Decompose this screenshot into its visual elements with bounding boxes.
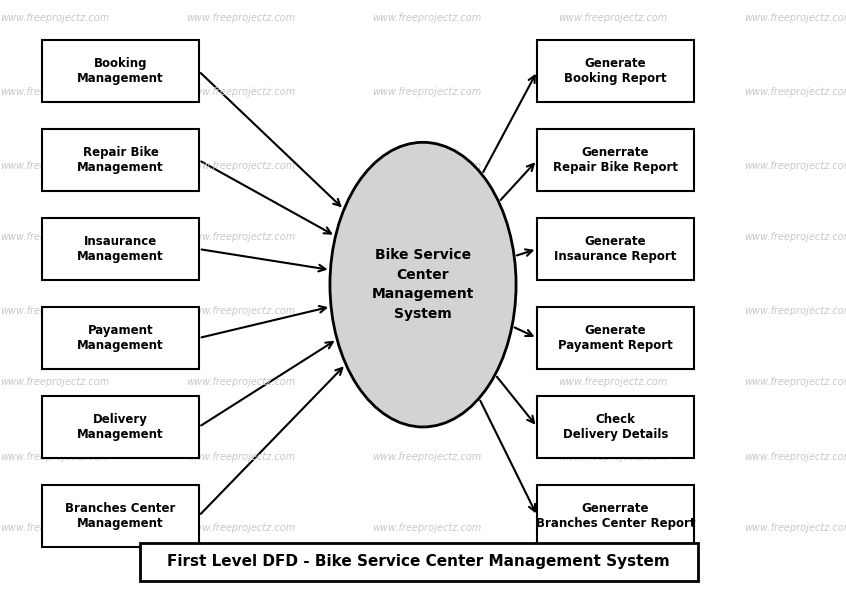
Text: www.freeprojectz.com: www.freeprojectz.com	[0, 232, 109, 242]
Text: Branches Center
Management: Branches Center Management	[65, 502, 176, 530]
Text: www.freeprojectz.com: www.freeprojectz.com	[744, 232, 846, 242]
Text: Check
Delivery Details: Check Delivery Details	[563, 413, 668, 441]
Text: www.freeprojectz.com: www.freeprojectz.com	[744, 452, 846, 461]
Text: Generrate
Branches Center Report: Generrate Branches Center Report	[536, 502, 695, 530]
Text: Insaurance
Management: Insaurance Management	[77, 235, 164, 263]
Bar	[42, 218, 199, 280]
Text: Payament
Management: Payament Management	[77, 324, 164, 352]
Bar	[537, 307, 694, 369]
Text: www.freeprojectz.com: www.freeprojectz.com	[558, 523, 667, 533]
Text: www.freeprojectz.com: www.freeprojectz.com	[558, 232, 667, 242]
Text: www.freeprojectz.com: www.freeprojectz.com	[186, 87, 295, 97]
Text: www.freeprojectz.com: www.freeprojectz.com	[0, 452, 109, 461]
Text: www.freeprojectz.com: www.freeprojectz.com	[372, 13, 481, 23]
Text: www.freeprojectz.com: www.freeprojectz.com	[372, 307, 481, 316]
Text: www.freeprojectz.com: www.freeprojectz.com	[372, 161, 481, 171]
Bar	[537, 396, 694, 458]
Text: Generate
Payament Report: Generate Payament Report	[558, 324, 673, 352]
Text: Generate
Insaurance Report: Generate Insaurance Report	[554, 235, 677, 263]
Ellipse shape	[330, 142, 516, 427]
Text: www.freeprojectz.com: www.freeprojectz.com	[744, 307, 846, 316]
Text: www.freeprojectz.com: www.freeprojectz.com	[744, 523, 846, 533]
Text: www.freeprojectz.com: www.freeprojectz.com	[372, 523, 481, 533]
Text: First Level DFD - Bike Service Center Management System: First Level DFD - Bike Service Center Ma…	[168, 554, 670, 569]
Bar	[42, 485, 199, 547]
Text: www.freeprojectz.com: www.freeprojectz.com	[0, 523, 109, 533]
Text: www.freeprojectz.com: www.freeprojectz.com	[372, 452, 481, 461]
Bar	[537, 218, 694, 280]
Text: www.freeprojectz.com: www.freeprojectz.com	[0, 87, 109, 97]
Bar	[537, 485, 694, 547]
Text: www.freeprojectz.com: www.freeprojectz.com	[186, 232, 295, 242]
Bar	[42, 40, 199, 103]
Text: www.freeprojectz.com: www.freeprojectz.com	[558, 452, 667, 461]
Text: www.freeprojectz.com: www.freeprojectz.com	[558, 307, 667, 316]
Text: www.freeprojectz.com: www.freeprojectz.com	[744, 87, 846, 97]
Text: www.freeprojectz.com: www.freeprojectz.com	[558, 161, 667, 171]
Text: www.freeprojectz.com: www.freeprojectz.com	[558, 378, 667, 387]
Text: www.freeprojectz.com: www.freeprojectz.com	[558, 13, 667, 23]
Text: www.freeprojectz.com: www.freeprojectz.com	[372, 232, 481, 242]
Text: www.freeprojectz.com: www.freeprojectz.com	[372, 378, 481, 387]
Bar	[42, 129, 199, 191]
Text: www.freeprojectz.com: www.freeprojectz.com	[0, 378, 109, 387]
Bar	[537, 40, 694, 103]
Text: www.freeprojectz.com: www.freeprojectz.com	[186, 13, 295, 23]
Text: Booking
Management: Booking Management	[77, 57, 164, 85]
Text: www.freeprojectz.com: www.freeprojectz.com	[186, 523, 295, 533]
Text: www.freeprojectz.com: www.freeprojectz.com	[186, 161, 295, 171]
Text: www.freeprojectz.com: www.freeprojectz.com	[744, 378, 846, 387]
Text: Delivery
Management: Delivery Management	[77, 413, 164, 441]
Text: www.freeprojectz.com: www.freeprojectz.com	[186, 378, 295, 387]
Text: Bike Service
Center
Management
System: Bike Service Center Management System	[371, 248, 475, 321]
Text: Generate
Booking Report: Generate Booking Report	[564, 57, 667, 85]
Text: www.freeprojectz.com: www.freeprojectz.com	[186, 452, 295, 461]
Text: www.freeprojectz.com: www.freeprojectz.com	[372, 87, 481, 97]
Text: Generrate
Repair Bike Report: Generrate Repair Bike Report	[553, 146, 678, 174]
Bar	[537, 129, 694, 191]
Text: www.freeprojectz.com: www.freeprojectz.com	[744, 161, 846, 171]
Text: www.freeprojectz.com: www.freeprojectz.com	[0, 161, 109, 171]
Bar	[42, 396, 199, 458]
Text: www.freeprojectz.com: www.freeprojectz.com	[744, 13, 846, 23]
Bar	[140, 543, 698, 581]
Text: www.freeprojectz.com: www.freeprojectz.com	[0, 13, 109, 23]
Text: www.freeprojectz.com: www.freeprojectz.com	[558, 87, 667, 97]
Text: Repair Bike
Management: Repair Bike Management	[77, 146, 164, 174]
Text: www.freeprojectz.com: www.freeprojectz.com	[186, 307, 295, 316]
Bar	[42, 307, 199, 369]
Text: www.freeprojectz.com: www.freeprojectz.com	[0, 307, 109, 316]
